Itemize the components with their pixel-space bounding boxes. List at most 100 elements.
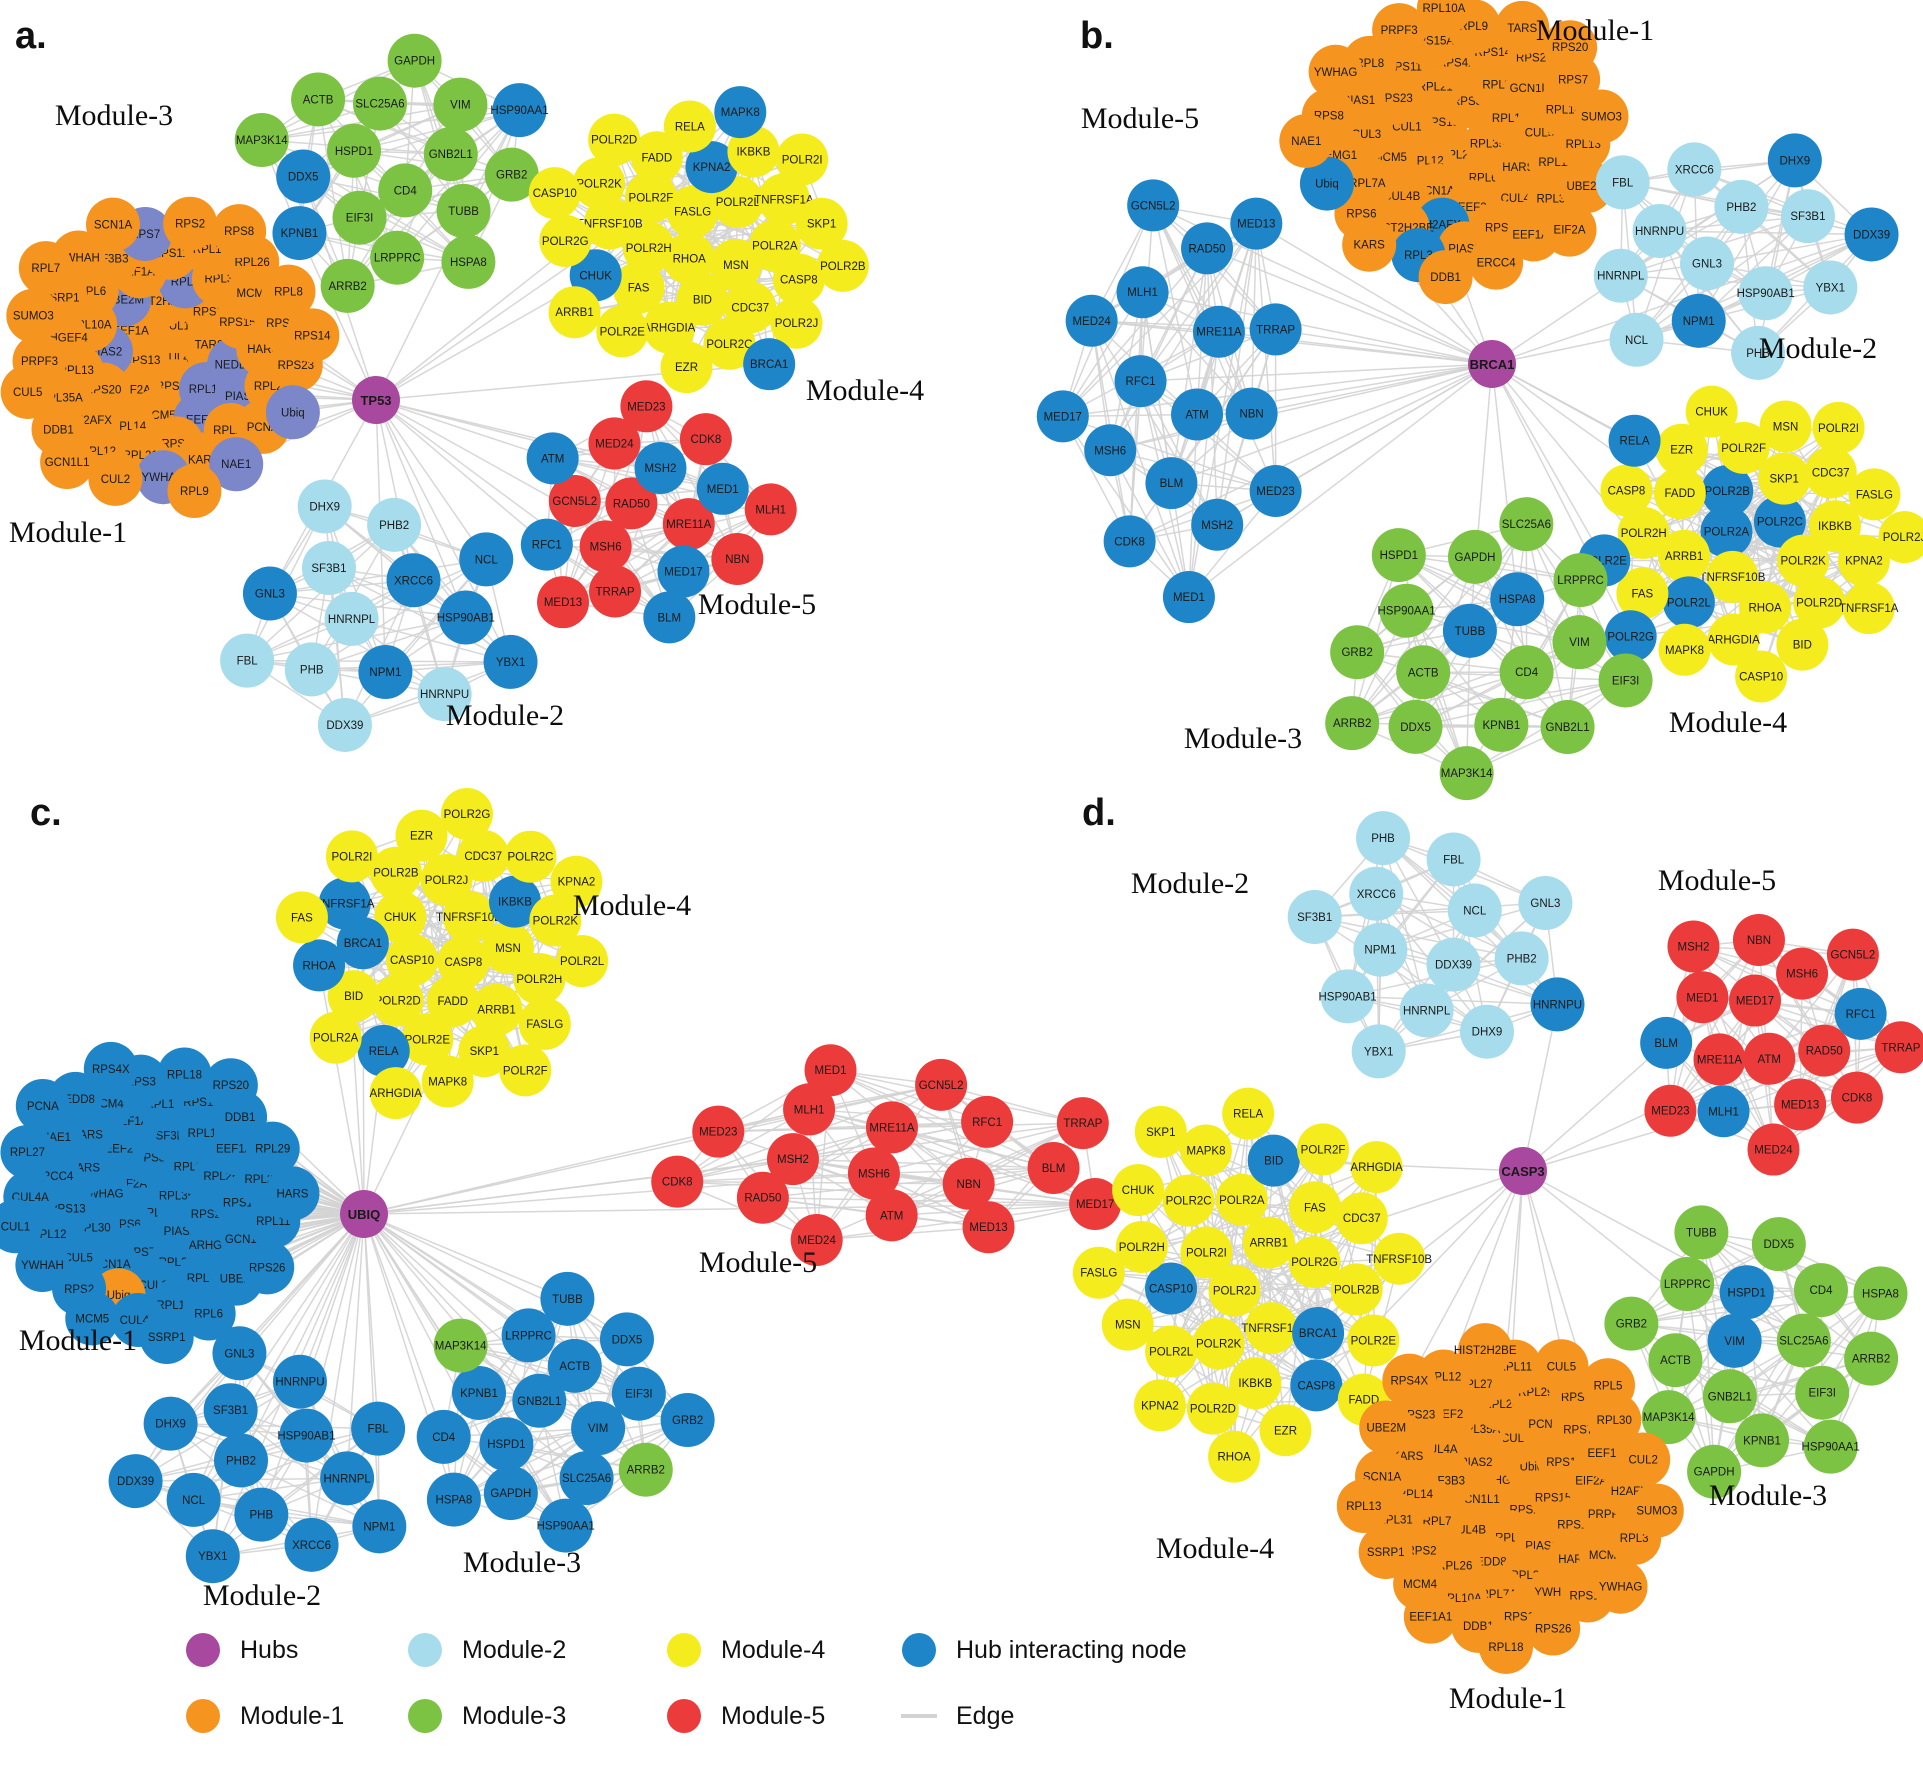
node-ARRB1[interactable]	[1242, 1216, 1295, 1269]
node-BRCA1[interactable]	[1292, 1306, 1345, 1359]
node-DHX9[interactable]	[1767, 133, 1822, 188]
node-ATM[interactable]	[1171, 388, 1224, 441]
node-ATM[interactable]	[1743, 1032, 1796, 1085]
node-RAD50[interactable]	[1798, 1024, 1851, 1077]
node-ERCC4[interactable]	[1469, 235, 1524, 290]
node-FBL[interactable]	[1426, 832, 1481, 887]
node-HSP90AB1[interactable]	[438, 590, 493, 645]
node-POLR2C[interactable]	[504, 830, 557, 883]
node-POLR2A[interactable]	[1700, 505, 1753, 558]
node-HNRNPU[interactable]	[1530, 977, 1585, 1032]
node-MSN[interactable]	[709, 238, 762, 291]
node-GAPDH[interactable]	[1448, 529, 1503, 584]
node-RPL18[interactable]	[157, 1047, 212, 1102]
node-NBN[interactable]	[711, 532, 764, 585]
node-SF3B1[interactable]	[203, 1383, 258, 1438]
node-CASP10[interactable]	[1145, 1262, 1198, 1315]
node-EIF2A[interactable]	[1542, 202, 1597, 257]
node-HSP90AA1[interactable]	[492, 83, 547, 138]
node-PCNA[interactable]	[15, 1078, 70, 1133]
node-FADD[interactable]	[426, 975, 479, 1028]
node-ARHGDIA[interactable]	[1707, 613, 1760, 666]
node-RPL5[interactable]	[1580, 1358, 1635, 1413]
node-GNB2L1[interactable]	[1540, 700, 1595, 755]
node-PHB2[interactable]	[1494, 931, 1549, 986]
node-MAP3K14[interactable]	[234, 113, 289, 168]
node-DDX5[interactable]	[1751, 1217, 1806, 1272]
node-POLR2B[interactable]	[816, 239, 869, 292]
node-GRB2[interactable]	[484, 147, 539, 202]
node-FASLG[interactable]	[1072, 1246, 1125, 1299]
node-MRE11A[interactable]	[865, 1101, 918, 1154]
node-FADD[interactable]	[630, 131, 683, 184]
node-MLH1[interactable]	[1697, 1085, 1750, 1138]
node-POLR2K[interactable]	[1192, 1317, 1245, 1370]
node-BLM[interactable]	[1145, 457, 1198, 510]
node-ARRB1[interactable]	[548, 286, 601, 339]
node-POLR2J[interactable]	[420, 853, 473, 906]
node-MED23[interactable]	[1249, 465, 1302, 518]
node-DDX39[interactable]	[1426, 937, 1481, 992]
node-HSP90AA1[interactable]	[1803, 1419, 1858, 1474]
node-CUL5[interactable]	[1534, 1339, 1589, 1394]
node-ARRB2[interactable]	[320, 258, 375, 313]
node-RPS8[interactable]	[212, 204, 267, 259]
node-MED17[interactable]	[657, 545, 710, 598]
node-Ubiq[interactable]	[1299, 156, 1354, 211]
node-MED24[interactable]	[1065, 294, 1118, 347]
node-TNFRSF1A[interactable]	[1245, 1302, 1298, 1355]
node-RPL6[interactable]	[181, 1286, 236, 1341]
node-CD4[interactable]	[1499, 645, 1554, 700]
node-POLR2F[interactable]	[1717, 421, 1770, 474]
hub-BRCA1[interactable]	[1468, 340, 1516, 388]
node-HSPA8[interactable]	[426, 1472, 481, 1527]
node-MED24[interactable]	[790, 1213, 843, 1266]
node-EIF3I[interactable]	[1795, 1365, 1850, 1420]
node-CDK8[interactable]	[1830, 1071, 1883, 1124]
node-CASP8[interactable]	[1600, 464, 1653, 517]
node-RPS4X[interactable]	[83, 1041, 138, 1096]
node-PHB[interactable]	[1356, 811, 1411, 866]
node-POLR2L[interactable]	[1145, 1325, 1198, 1378]
node-NPM1[interactable]	[358, 645, 413, 700]
node-HNRNPU[interactable]	[272, 1354, 327, 1409]
node-CUL5[interactable]	[0, 364, 55, 419]
node-CASP10[interactable]	[1735, 650, 1788, 703]
node-MAP3K14[interactable]	[433, 1318, 488, 1373]
node-PHB[interactable]	[284, 642, 339, 697]
node-TRRAP[interactable]	[1056, 1097, 1109, 1150]
node-POLR2H[interactable]	[513, 952, 566, 1005]
node-TRRAP[interactable]	[1874, 1021, 1923, 1074]
node-HSP90AA1[interactable]	[1379, 583, 1434, 638]
node-EZR[interactable]	[660, 341, 713, 394]
node-ACTB[interactable]	[1396, 645, 1451, 700]
node-FAS[interactable]	[275, 891, 328, 944]
node-MSH2[interactable]	[1191, 498, 1244, 551]
node-HSP90AB1[interactable]	[279, 1408, 334, 1463]
node-FBL[interactable]	[351, 1401, 406, 1456]
node-RFC1[interactable]	[520, 518, 573, 571]
node-YBX1[interactable]	[1351, 1024, 1406, 1079]
node-HNRNPL[interactable]	[324, 591, 379, 646]
node-MAPK8[interactable]	[1658, 623, 1711, 676]
node-HSP90AA1[interactable]	[538, 1498, 593, 1553]
node-CUL2[interactable]	[88, 451, 143, 506]
node-DDX5[interactable]	[276, 149, 331, 204]
node-GCN5L2[interactable]	[915, 1058, 968, 1111]
node-TNFRSF10B[interactable]	[583, 197, 636, 250]
node-DHX9[interactable]	[1459, 1004, 1514, 1059]
node-HNRNPL[interactable]	[320, 1451, 375, 1506]
node-NBN[interactable]	[1732, 913, 1785, 966]
node-CHUK[interactable]	[1685, 385, 1738, 438]
node-CUL1[interactable]	[0, 1199, 43, 1254]
node-MED23[interactable]	[620, 380, 673, 433]
node-RELA[interactable]	[663, 100, 716, 153]
node-HIST2H2BE[interactable]	[1458, 1323, 1513, 1378]
node-IKBKB[interactable]	[1229, 1357, 1282, 1410]
node-POLR2K[interactable]	[1777, 534, 1830, 587]
node-POLR2D[interactable]	[1186, 1382, 1239, 1435]
node-GCN1L1[interactable]	[40, 435, 95, 490]
node-LRPPRC[interactable]	[501, 1308, 556, 1363]
node-DHX9[interactable]	[143, 1396, 198, 1451]
node-POLR2I[interactable]	[325, 830, 378, 883]
